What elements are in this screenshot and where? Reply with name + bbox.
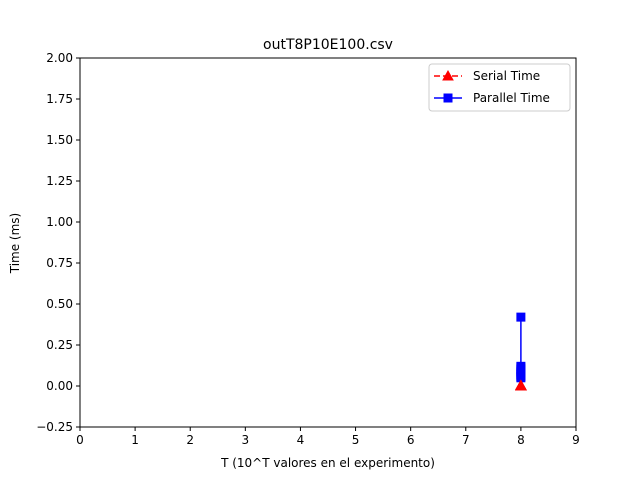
x-tick-label: 2 <box>186 433 194 447</box>
y-tick-label: 1.00 <box>46 215 73 229</box>
y-tick-label: 1.50 <box>46 133 73 147</box>
x-tick-label: 7 <box>462 433 470 447</box>
y-tick-label: 0.50 <box>46 297 73 311</box>
data-point <box>516 312 526 322</box>
x-tick-label: 9 <box>572 433 580 447</box>
x-axis-label: T (10^T valores en el experimento) <box>220 456 435 470</box>
y-tick-label: 1.25 <box>46 174 73 188</box>
legend-label: Serial Time <box>473 69 540 83</box>
y-tick-label: 0.75 <box>46 256 73 270</box>
legend-box <box>428 63 571 112</box>
legend-label: Parallel Time <box>473 91 550 105</box>
chart-title: outT8P10E100.csv <box>263 37 393 53</box>
y-axis-label: Time (ms) <box>8 213 22 275</box>
y-tick-label: −0.25 <box>36 420 73 434</box>
series-parallel-time <box>516 312 526 383</box>
x-tick-label: 1 <box>131 433 139 447</box>
x-tick-label: 6 <box>407 433 415 447</box>
data-point <box>516 363 526 373</box>
legend-marker <box>442 69 454 81</box>
x-tick-label: 4 <box>297 433 305 447</box>
y-tick-label: 2.00 <box>46 51 73 65</box>
series-serial-time <box>515 379 527 391</box>
legend-item: Parallel Time <box>434 91 550 105</box>
legend-marker <box>443 93 453 103</box>
y-tick-label: 0.25 <box>46 338 73 352</box>
plot-frame <box>79 57 577 428</box>
x-tick-label: 3 <box>242 433 250 447</box>
legend: Serial Time Parallel Time <box>428 63 571 112</box>
x-tick-label: 5 <box>352 433 360 447</box>
data-point <box>516 371 526 381</box>
x-tick-label: 8 <box>517 433 525 447</box>
data-point <box>515 379 527 391</box>
y-tick-label: 0.00 <box>46 379 73 393</box>
chart-marks <box>515 312 527 391</box>
y-tick-label: 1.75 <box>46 92 73 106</box>
legend-item: Serial Time <box>434 69 540 83</box>
chart-axes: 0 1 2 3 4 5 6 7 8 9 −0.25 0.00 0.25 0.50 0.75 1.00 1.25 1… <box>36 51 580 447</box>
x-tick-label: 0 <box>76 433 84 447</box>
